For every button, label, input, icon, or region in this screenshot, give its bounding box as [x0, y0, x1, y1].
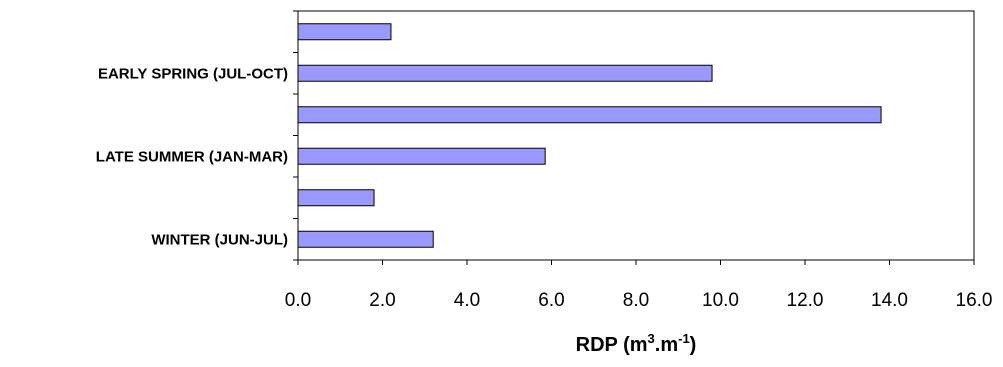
- x-tick-label: 14.0: [871, 290, 908, 311]
- y-category-label: EARLY SPRING (JUL-OCT): [98, 65, 288, 82]
- bar: [297, 230, 434, 248]
- bar: [297, 23, 392, 41]
- x-tick-label: 12.0: [787, 290, 824, 311]
- bar: [297, 189, 375, 207]
- bar: [297, 106, 882, 124]
- bar: [297, 64, 713, 82]
- y-category-label: WINTER (JUN-JUL): [151, 231, 288, 248]
- x-tick-label: 16.0: [956, 290, 993, 311]
- bar: [297, 147, 546, 165]
- x-axis-title: RDP (m3.m-1): [576, 331, 697, 356]
- x-tick-label: 10.0: [702, 290, 739, 311]
- x-tick-label: 0.0: [285, 290, 311, 311]
- plot-area: [297, 10, 975, 261]
- x-tick-label: 6.0: [538, 290, 564, 311]
- y-category-label: LATE SUMMER (JAN-MAR): [96, 148, 288, 165]
- x-tick-label: 8.0: [623, 290, 649, 311]
- x-tick-label: 2.0: [369, 290, 395, 311]
- x-tick-label: 4.0: [454, 290, 480, 311]
